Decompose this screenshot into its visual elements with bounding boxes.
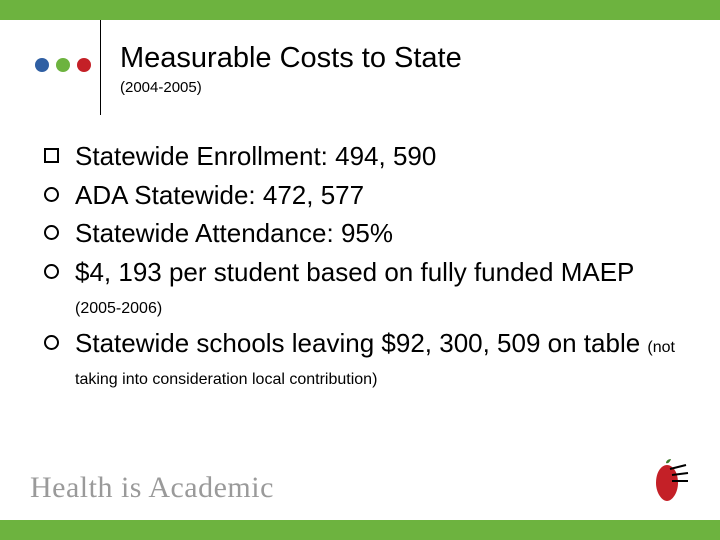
bullet-main: $4, 193 per student based on fully funde… [75,257,634,287]
bullet-main: Statewide schools leaving $92, 300, 509 … [75,328,647,358]
bullet-marker-icon [44,148,59,163]
decorative-dots [35,58,91,72]
bullet-main: Statewide Attendance: 95% [75,218,393,248]
bullet-text: $4, 193 per student based on fully funde… [75,256,680,321]
top-accent-bar [0,0,720,20]
title-block: Measurable Costs to State (2004-2005) [120,42,462,96]
bullet-marker-icon [44,335,59,350]
slide-subtitle: (2004-2005) [120,79,462,96]
bullet-item: $4, 193 per student based on fully funde… [44,256,680,321]
dot-green [56,58,70,72]
bullet-item: ADA Statewide: 472, 577 [44,179,680,212]
slide-title: Measurable Costs to State [120,42,462,75]
dot-red [77,58,91,72]
title-divider [100,20,101,115]
bullet-note: (2005-2006) [75,300,162,317]
bullet-main: ADA Statewide: 472, 577 [75,180,364,210]
bullet-main: Statewide Enrollment: 494, 590 [75,141,436,171]
bullet-text: Statewide Attendance: 95% [75,217,393,250]
bullet-item: Statewide Attendance: 95% [44,217,680,250]
bullet-list: Statewide Enrollment: 494, 590 ADA Statew… [44,140,680,398]
bullet-text: Statewide Enrollment: 494, 590 [75,140,436,173]
bullet-item: Statewide Enrollment: 494, 590 [44,140,680,173]
bullet-marker-icon [44,225,59,240]
bottom-accent-bar [0,520,720,540]
footer-text: Health is Academic [30,471,274,505]
bullet-item: Statewide schools leaving $92, 300, 509 … [44,327,680,392]
apple-logo-icon [644,459,690,505]
bullet-marker-icon [44,264,59,279]
bullet-marker-icon [44,187,59,202]
dot-blue [35,58,49,72]
bullet-text: Statewide schools leaving $92, 300, 509 … [75,327,680,392]
bullet-text: ADA Statewide: 472, 577 [75,179,364,212]
